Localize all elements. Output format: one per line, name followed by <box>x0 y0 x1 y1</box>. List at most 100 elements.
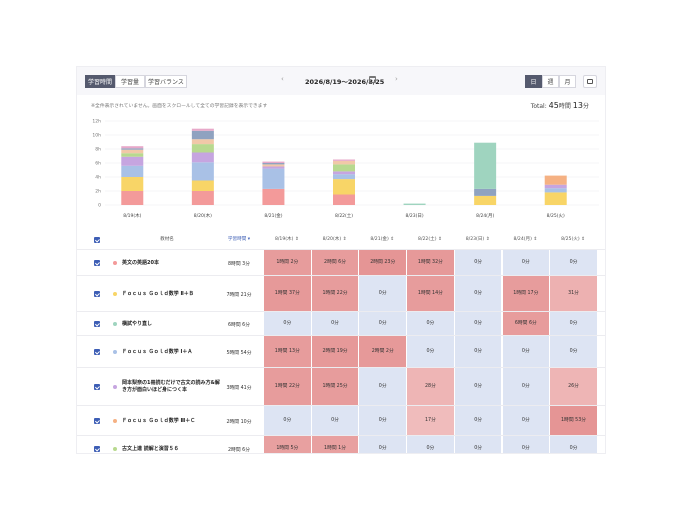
bar-segment <box>191 139 214 145</box>
time-cell: 0分 <box>453 336 502 368</box>
time-cell: 0分 <box>453 276 502 312</box>
period-day-button[interactable]: 日 <box>525 75 542 88</box>
row-total-time: 3時間 41分 <box>226 386 252 391</box>
header-date[interactable]: 8/22(土) ⇕ <box>418 237 442 242</box>
total-time: Total: 45時間 13分 <box>531 101 589 110</box>
x-tick-label: 8/25(火) <box>547 213 565 219</box>
calendar-icon[interactable] <box>369 76 376 83</box>
time-cell: 0分 <box>263 406 311 436</box>
header-date[interactable]: 8/21(金) ⇕ <box>370 237 395 242</box>
row-checkbox[interactable] <box>94 291 100 297</box>
time-cell: 2時間 23分 <box>358 250 407 276</box>
total-hour-unit: 時間 <box>558 103 571 110</box>
time-cell: 1時間 32分 <box>406 250 454 276</box>
time-cell: 0分 <box>406 436 454 453</box>
time-cell: 0分 <box>358 436 407 453</box>
header-date[interactable]: 8/25(火) ⇕ <box>561 237 585 242</box>
material-name: 古文上達 読解と演習５６ <box>122 445 179 452</box>
print-button[interactable] <box>583 75 597 88</box>
bar-segment <box>474 188 497 196</box>
x-tick-label: 8/24(月) <box>476 213 494 219</box>
table-row[interactable]: 古文上達 読解と演習５６ 2時間 6分 1時間 5分 1時間 1分 0分 0分 0分 0分 0分 <box>77 435 605 453</box>
bar-segment <box>333 194 355 205</box>
time-cell: 2時間 19分 <box>310 336 359 368</box>
row-checkbox[interactable] <box>94 418 100 424</box>
row-checkbox[interactable] <box>94 321 100 327</box>
header-total-time[interactable]: 学習時間 ▾ <box>217 231 261 249</box>
color-dot <box>113 419 117 423</box>
time-cell: 6時間 6分 <box>501 312 550 336</box>
tab-study-amount[interactable]: 学習量 <box>115 75 145 88</box>
total-prefix: Total: <box>530 103 547 110</box>
material-name: Ｆｏｃｕｓ Ｇｏｌｄ数学 Ⅰ＋Ａ <box>122 348 193 355</box>
row-total-time: 8時間 3分 <box>227 262 251 267</box>
period-month-button[interactable]: 月 <box>559 75 576 88</box>
time-cell: 1時間 1分 <box>310 436 359 453</box>
header-date[interactable]: 8/19(木) ⇕ <box>274 237 299 242</box>
header-date[interactable]: 8/23(日) ⇕ <box>465 237 490 242</box>
x-tick-label: 8/23(日) <box>406 213 424 219</box>
time-cell: 1時間 53分 <box>549 406 597 436</box>
table-row[interactable]: 英文の英語20本 8時間 3分 1時間 2分 2時間 6分 2時間 23分 1時間 32分… <box>77 249 605 276</box>
bar-segment <box>121 148 144 150</box>
scroll-notice: ※全件表示されていません。画面をスクロールして全ての学習記録を表示できます <box>91 104 268 109</box>
x-tick-label: 8/19(木) <box>123 212 141 219</box>
row-checkbox[interactable] <box>94 446 100 452</box>
tab-study-time[interactable]: 学習時間 <box>85 75 115 88</box>
bar-segment <box>121 156 144 166</box>
time-cell: 0分 <box>549 250 597 276</box>
color-dot <box>113 350 117 354</box>
header-date[interactable]: 8/24(月) ⇕ <box>513 237 538 242</box>
table-row[interactable]: Ｆｏｃｕｓ Ｇｏｌｄ数学 Ⅰ＋Ａ 5時間 54分 1時間 13分 2時間 19分 2時間… <box>77 335 605 368</box>
x-tick-label: 8/20(木) <box>194 212 212 219</box>
time-cell: 0分 <box>358 312 407 336</box>
bar-segment <box>121 146 144 149</box>
row-checkbox[interactable] <box>94 260 100 266</box>
y-tick-label: 0 <box>98 203 101 209</box>
time-cell: 2時間 6分 <box>310 250 359 276</box>
material-name: 横試やり直し <box>122 320 153 327</box>
material-name: 英文の英語20本 <box>122 259 159 266</box>
table-row[interactable]: 横試やり直し 6時間 6分 0分 0分 0分 0分 0分 6時間 6分 0分 <box>77 311 605 336</box>
y-tick-label: 4h <box>95 175 101 181</box>
time-cell: 0分 <box>453 368 502 406</box>
row-total-time: 6時間 6分 <box>227 323 251 328</box>
toolbar: 学習時間 学習量 学習バランス ‹ 2026/8/19～2026/8/25 › … <box>77 67 605 95</box>
row-checkbox[interactable] <box>94 384 100 390</box>
bar-segment <box>121 149 144 154</box>
table-header: 教材名 学習時間 ▾ 8/19(木) ⇕ 8/20(木) ⇕ 8/21(金) ⇕ 8/… <box>77 231 605 249</box>
tab-study-balance[interactable]: 学習バランス <box>145 75 187 88</box>
time-cell: 0分 <box>453 436 502 453</box>
header-date[interactable]: 8/20(木) ⇕ <box>322 237 347 242</box>
bar-segment <box>262 164 285 167</box>
color-dot <box>113 385 117 389</box>
color-dot <box>113 322 117 326</box>
time-cell: 0分 <box>453 406 502 436</box>
material-name: Ｆｏｃｕｓ Ｇｏｌｄ数学 Ⅱ＋Ｂ <box>122 290 194 297</box>
bar-segment <box>333 179 355 195</box>
table-row[interactable]: Ｆｏｃｕｓ Ｇｏｌｄ数学 Ⅲ＋Ｃ 2時間 10分 0分 0分 0分 17分 0分 0分 1時間 … <box>77 405 605 436</box>
x-tick-label: 8/21(金) <box>264 212 282 219</box>
time-cell: 0分 <box>263 312 311 336</box>
bar-segment <box>544 188 567 193</box>
row-total-time: 2時間 10分 <box>226 420 252 425</box>
bar-segment <box>191 130 214 140</box>
row-checkbox[interactable] <box>94 349 100 355</box>
period-week-button[interactable]: 週 <box>542 75 559 88</box>
bar-segment <box>121 165 144 177</box>
color-dot <box>113 447 117 451</box>
time-cell: 1時間 2分 <box>263 250 311 276</box>
bar-segment <box>262 163 285 165</box>
bar-segment <box>121 191 144 205</box>
time-cell: 0分 <box>358 368 407 406</box>
bar-segment <box>333 174 355 180</box>
color-dot <box>113 261 117 265</box>
table-row[interactable]: Ｆｏｃｕｓ Ｇｏｌｄ数学 Ⅱ＋Ｂ 7時間 21分 1時間 37分 1時間 22分 0分 1… <box>77 275 605 312</box>
chevron-left-icon[interactable]: ‹ <box>281 75 284 83</box>
y-tick-label: 10h <box>92 133 101 139</box>
time-cell: 31分 <box>549 276 597 312</box>
chevron-right-icon[interactable]: › <box>395 75 398 83</box>
table-row[interactable]: 岡本梨奈の1冊読むだけで古文の読み方&解き方が面白いほど身につく本 3時間 41分… <box>77 367 605 406</box>
bar-segment <box>121 153 144 157</box>
select-all-checkbox[interactable] <box>94 237 100 243</box>
